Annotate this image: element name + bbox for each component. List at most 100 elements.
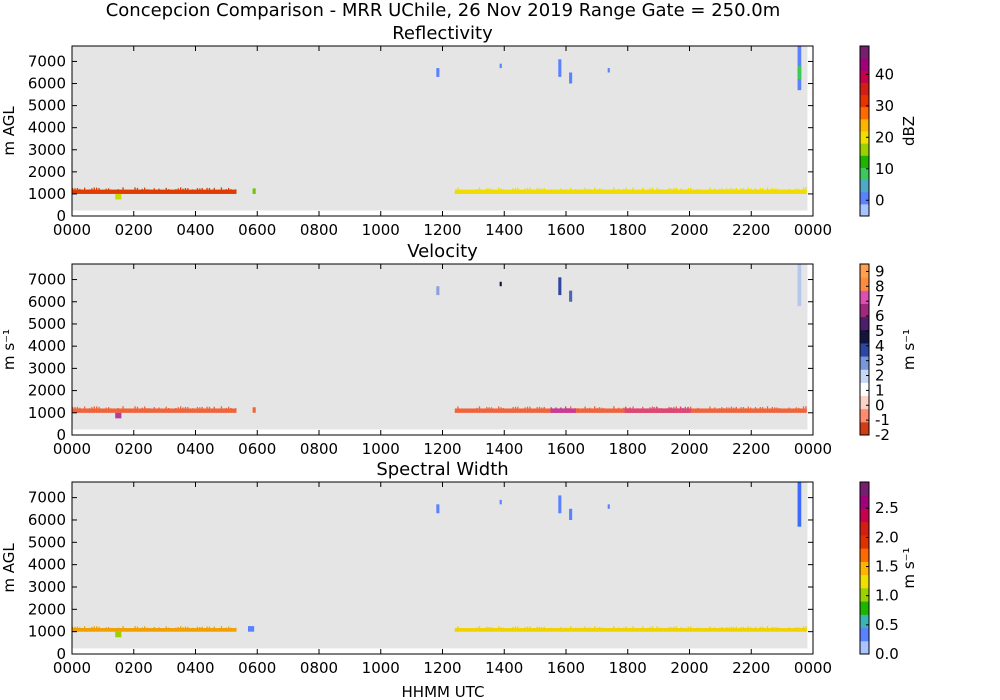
x-tick-label: 1000 (362, 440, 400, 458)
echo-streak (225, 627, 227, 632)
echo-streak (658, 627, 661, 632)
echo-streak (682, 189, 685, 194)
echo-streak (86, 408, 88, 413)
echo-streak (151, 190, 153, 194)
echo-streak (728, 627, 730, 632)
echo-streak (778, 408, 781, 413)
echo-streak (654, 190, 656, 194)
echo-streak (466, 190, 469, 194)
echo-streak (500, 188, 502, 194)
echo-streak (800, 629, 802, 632)
echo-streak (476, 407, 478, 413)
echo-streak (129, 408, 131, 413)
echo-streak (781, 628, 783, 632)
echo-streak (170, 628, 172, 632)
colorbar-tick-label: 6 (875, 307, 885, 325)
echo-streak (663, 409, 665, 413)
echo-streak (718, 189, 721, 194)
echo-streak (536, 188, 538, 194)
echo-streak (606, 190, 608, 194)
echo-streak (572, 628, 574, 632)
echo-streak (529, 187, 531, 194)
panel-title: Spectral Width (376, 459, 508, 480)
echo-streak (591, 628, 593, 632)
echo-streak (632, 187, 634, 194)
colorbar-swatch (860, 495, 869, 509)
echo-streak (678, 628, 680, 632)
echo-streak (704, 628, 706, 632)
echo-streak (531, 409, 533, 413)
echo-streak (685, 190, 687, 194)
echo-streak (627, 627, 629, 632)
echo-cell (558, 59, 562, 77)
echo-streak (175, 408, 177, 413)
echo-streak (781, 190, 783, 194)
echo-streak (757, 408, 759, 413)
echo-streak (726, 627, 728, 632)
echo-streak (213, 626, 215, 632)
echo-streak (660, 408, 662, 413)
colorbar-label: dBZ (900, 116, 918, 146)
echo-streak (79, 188, 81, 194)
echo-streak (514, 406, 517, 413)
echo-streak (208, 187, 211, 194)
echo-streak (160, 628, 163, 632)
echo-streak (788, 188, 790, 194)
echo-streak (800, 409, 802, 413)
echo-streak (658, 189, 661, 194)
colorbar-swatch (860, 395, 869, 410)
echo-streak (502, 627, 505, 632)
echo-streak (766, 626, 769, 632)
echo-streak (678, 189, 680, 194)
echo-streak (723, 627, 725, 632)
echo-streak (769, 628, 771, 632)
colorbar-tick-label: 3 (875, 352, 885, 370)
echo-streak (555, 407, 557, 413)
colorbar-swatch (860, 587, 869, 602)
colorbar-swatch (860, 408, 869, 423)
echo-streak (598, 626, 601, 632)
echo-streak (132, 628, 134, 632)
x-tick-label: 0400 (176, 659, 214, 677)
x-tick-label: 0800 (300, 440, 338, 458)
echo-segment (569, 508, 573, 520)
echo-streak (668, 626, 670, 632)
echo-streak (505, 628, 507, 632)
echo-streak (667, 408, 670, 413)
echo-streak (769, 408, 771, 413)
echo-streak (483, 409, 485, 413)
echo-streak (139, 628, 141, 632)
echo-streak (192, 627, 194, 632)
echo-streak (550, 627, 553, 632)
echo-streak (524, 627, 526, 632)
echo-streak (622, 188, 625, 194)
echo-streak (232, 628, 235, 632)
echo-streak (692, 409, 694, 413)
echo-streak (115, 190, 117, 194)
echo-streak (728, 188, 730, 194)
echo-cell (247, 626, 255, 632)
echo-streak (216, 629, 218, 632)
echo-streak (577, 627, 579, 632)
echo-streak (91, 407, 93, 413)
echo-streak (168, 407, 170, 413)
echo-streak (646, 190, 649, 194)
colorbar-swatch (860, 106, 869, 120)
echo-streak (474, 409, 476, 413)
echo-streak (108, 188, 110, 194)
echo-streak (196, 406, 199, 413)
echo-streak (524, 407, 526, 413)
echo-segment (499, 63, 502, 69)
echo-streak (156, 409, 158, 413)
echo-streak (454, 409, 457, 413)
echo-streak (500, 407, 502, 413)
echo-streak (132, 190, 134, 194)
echo-streak (136, 187, 139, 194)
figure-title: Concepcion Comparison - MRR UChile, 26 N… (106, 0, 781, 21)
echo-segment (436, 286, 440, 296)
colorbar-swatch (860, 482, 869, 496)
echo-streak (172, 190, 175, 194)
echo-streak (124, 189, 127, 194)
